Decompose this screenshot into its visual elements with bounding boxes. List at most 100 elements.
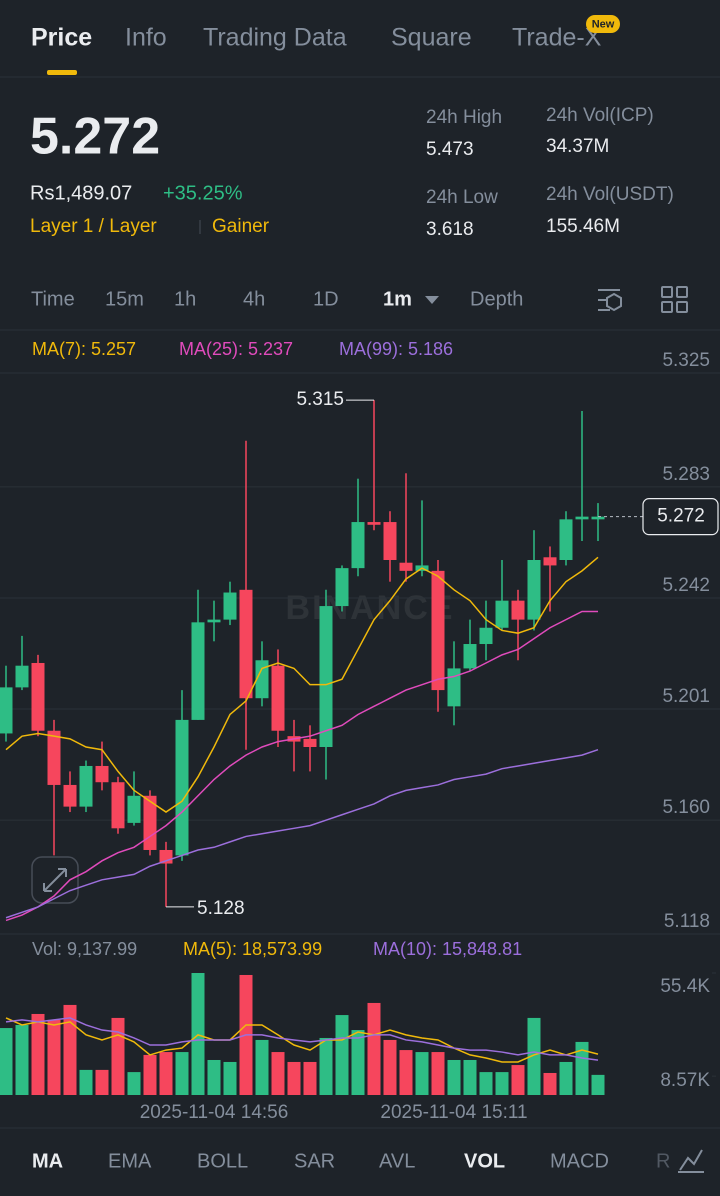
- volume-bar: [47, 1019, 61, 1095]
- volume-bar: [207, 1059, 221, 1095]
- candle-body: [319, 606, 333, 747]
- expand-icon: [43, 868, 67, 892]
- ma-line: [5, 748, 599, 919]
- tab[interactable]: Trading Data: [203, 24, 347, 52]
- volume-bar: [95, 1069, 109, 1095]
- ma-line: [5, 1017, 599, 1061]
- candle-body: [111, 782, 125, 829]
- indicator-tab[interactable]: MACD: [550, 1150, 609, 1172]
- y-tick-label: 5.201: [662, 686, 710, 707]
- interval[interactable]: 1m: [383, 288, 412, 310]
- candle-body: [559, 519, 573, 560]
- low-label: 5.128: [197, 898, 245, 919]
- candle-body: [31, 662, 45, 731]
- candle-body: [15, 665, 29, 688]
- volume-bar: [431, 1052, 445, 1095]
- stat-label: 24h Vol(ICP): [546, 105, 654, 126]
- x-tick-label: 2025-11-04 14:56: [140, 1102, 289, 1123]
- last-price-tag: [642, 498, 719, 536]
- candle-body: [271, 665, 285, 731]
- new-badge: New: [592, 18, 615, 30]
- indicator-tab[interactable]: SAR: [294, 1150, 335, 1172]
- chart-settings-icon[interactable]: [678, 1149, 704, 1173]
- volume-bar: [543, 1072, 557, 1095]
- indicator-tab[interactable]: BOLL: [197, 1150, 248, 1172]
- indicator-tab[interactable]: EMA: [108, 1150, 152, 1172]
- volume-bar: [255, 1039, 269, 1095]
- volume-bar: [559, 1061, 573, 1095]
- layout-icon[interactable]: [661, 286, 688, 313]
- candle-body: [495, 600, 509, 628]
- volume-bar: [0, 1028, 13, 1095]
- y-tick-label: 5.118: [664, 911, 710, 932]
- volume-bar: [351, 1030, 365, 1095]
- watermark: BINANCE: [286, 589, 455, 627]
- volume-bar: [15, 1024, 29, 1095]
- tag[interactable]: Layer 1 / Layer: [30, 216, 157, 237]
- layout-icon-cell: [676, 301, 688, 313]
- candle-body: [431, 570, 445, 691]
- volume-bar: [479, 1072, 493, 1095]
- stat-label: 24h Low: [426, 187, 498, 208]
- settings-icon[interactable]: [606, 292, 622, 312]
- stat-value: 155.46M: [546, 216, 620, 237]
- candle-body: [79, 765, 93, 807]
- ma-line: [5, 556, 599, 813]
- candle-body: [47, 730, 61, 785]
- candle-body: [511, 600, 525, 620]
- ma-line: [5, 1017, 599, 1063]
- indicator-tab[interactable]: MA: [32, 1150, 63, 1172]
- candle-body: [575, 516, 589, 520]
- legend-entry: MA(7): 5.257: [32, 339, 136, 359]
- volume-bar: [223, 1061, 237, 1095]
- y-tick-label: 5.283: [662, 464, 710, 485]
- stat-label: 24h High: [426, 107, 502, 128]
- volume-bar: [447, 1059, 461, 1095]
- stat-value: 3.618: [426, 219, 474, 240]
- indicator-tab[interactable]: AVL: [379, 1150, 415, 1172]
- candle-body: [143, 795, 157, 850]
- tag[interactable]: Gainer: [212, 216, 270, 237]
- candle-body: [351, 522, 365, 569]
- tab[interactable]: Square: [391, 24, 472, 52]
- candle-body: [175, 719, 189, 856]
- interval[interactable]: Depth: [470, 288, 523, 310]
- interval[interactable]: 4h: [243, 288, 265, 310]
- tab[interactable]: Trade-X: [512, 24, 602, 52]
- candle-body: [223, 592, 237, 620]
- price-change: +35.25%: [163, 182, 243, 204]
- volume-bar: [367, 1002, 381, 1095]
- volume-bar: [175, 1052, 189, 1095]
- candle-body: [447, 668, 461, 707]
- dropdown-arrow[interactable]: [425, 296, 439, 304]
- candle-body: [335, 568, 349, 607]
- volume-bar: [495, 1072, 509, 1095]
- candle-body: [543, 557, 557, 566]
- volume-bar: [191, 973, 205, 1095]
- layout-icon-cell: [661, 286, 673, 298]
- volume-bar: [127, 1072, 141, 1095]
- interval[interactable]: 1h: [174, 288, 196, 310]
- candle-body: [95, 765, 109, 783]
- last-price: 5.272: [30, 108, 160, 166]
- stat-value: 34.37M: [546, 136, 609, 157]
- tab[interactable]: Price: [31, 24, 92, 52]
- interval[interactable]: Time: [31, 288, 75, 310]
- volume-bar: [415, 1052, 429, 1095]
- candle-body: [399, 562, 413, 571]
- indicator-tab[interactable]: VOL: [464, 1150, 505, 1172]
- legend-entry: MA(5): 18,573.99: [183, 939, 322, 959]
- volume-bar: [271, 1052, 285, 1095]
- volume-bar: [399, 1050, 413, 1095]
- tab[interactable]: Info: [125, 24, 167, 52]
- layout-icon-cell: [661, 301, 673, 313]
- interval[interactable]: 15m: [105, 288, 144, 310]
- ma-line: [5, 610, 598, 922]
- interval[interactable]: 1D: [313, 288, 339, 310]
- indicator-tab[interactable]: R: [656, 1150, 670, 1172]
- candle-body: [527, 560, 541, 620]
- volume-bar: [511, 1065, 525, 1095]
- layout-icon-cell: [676, 286, 688, 298]
